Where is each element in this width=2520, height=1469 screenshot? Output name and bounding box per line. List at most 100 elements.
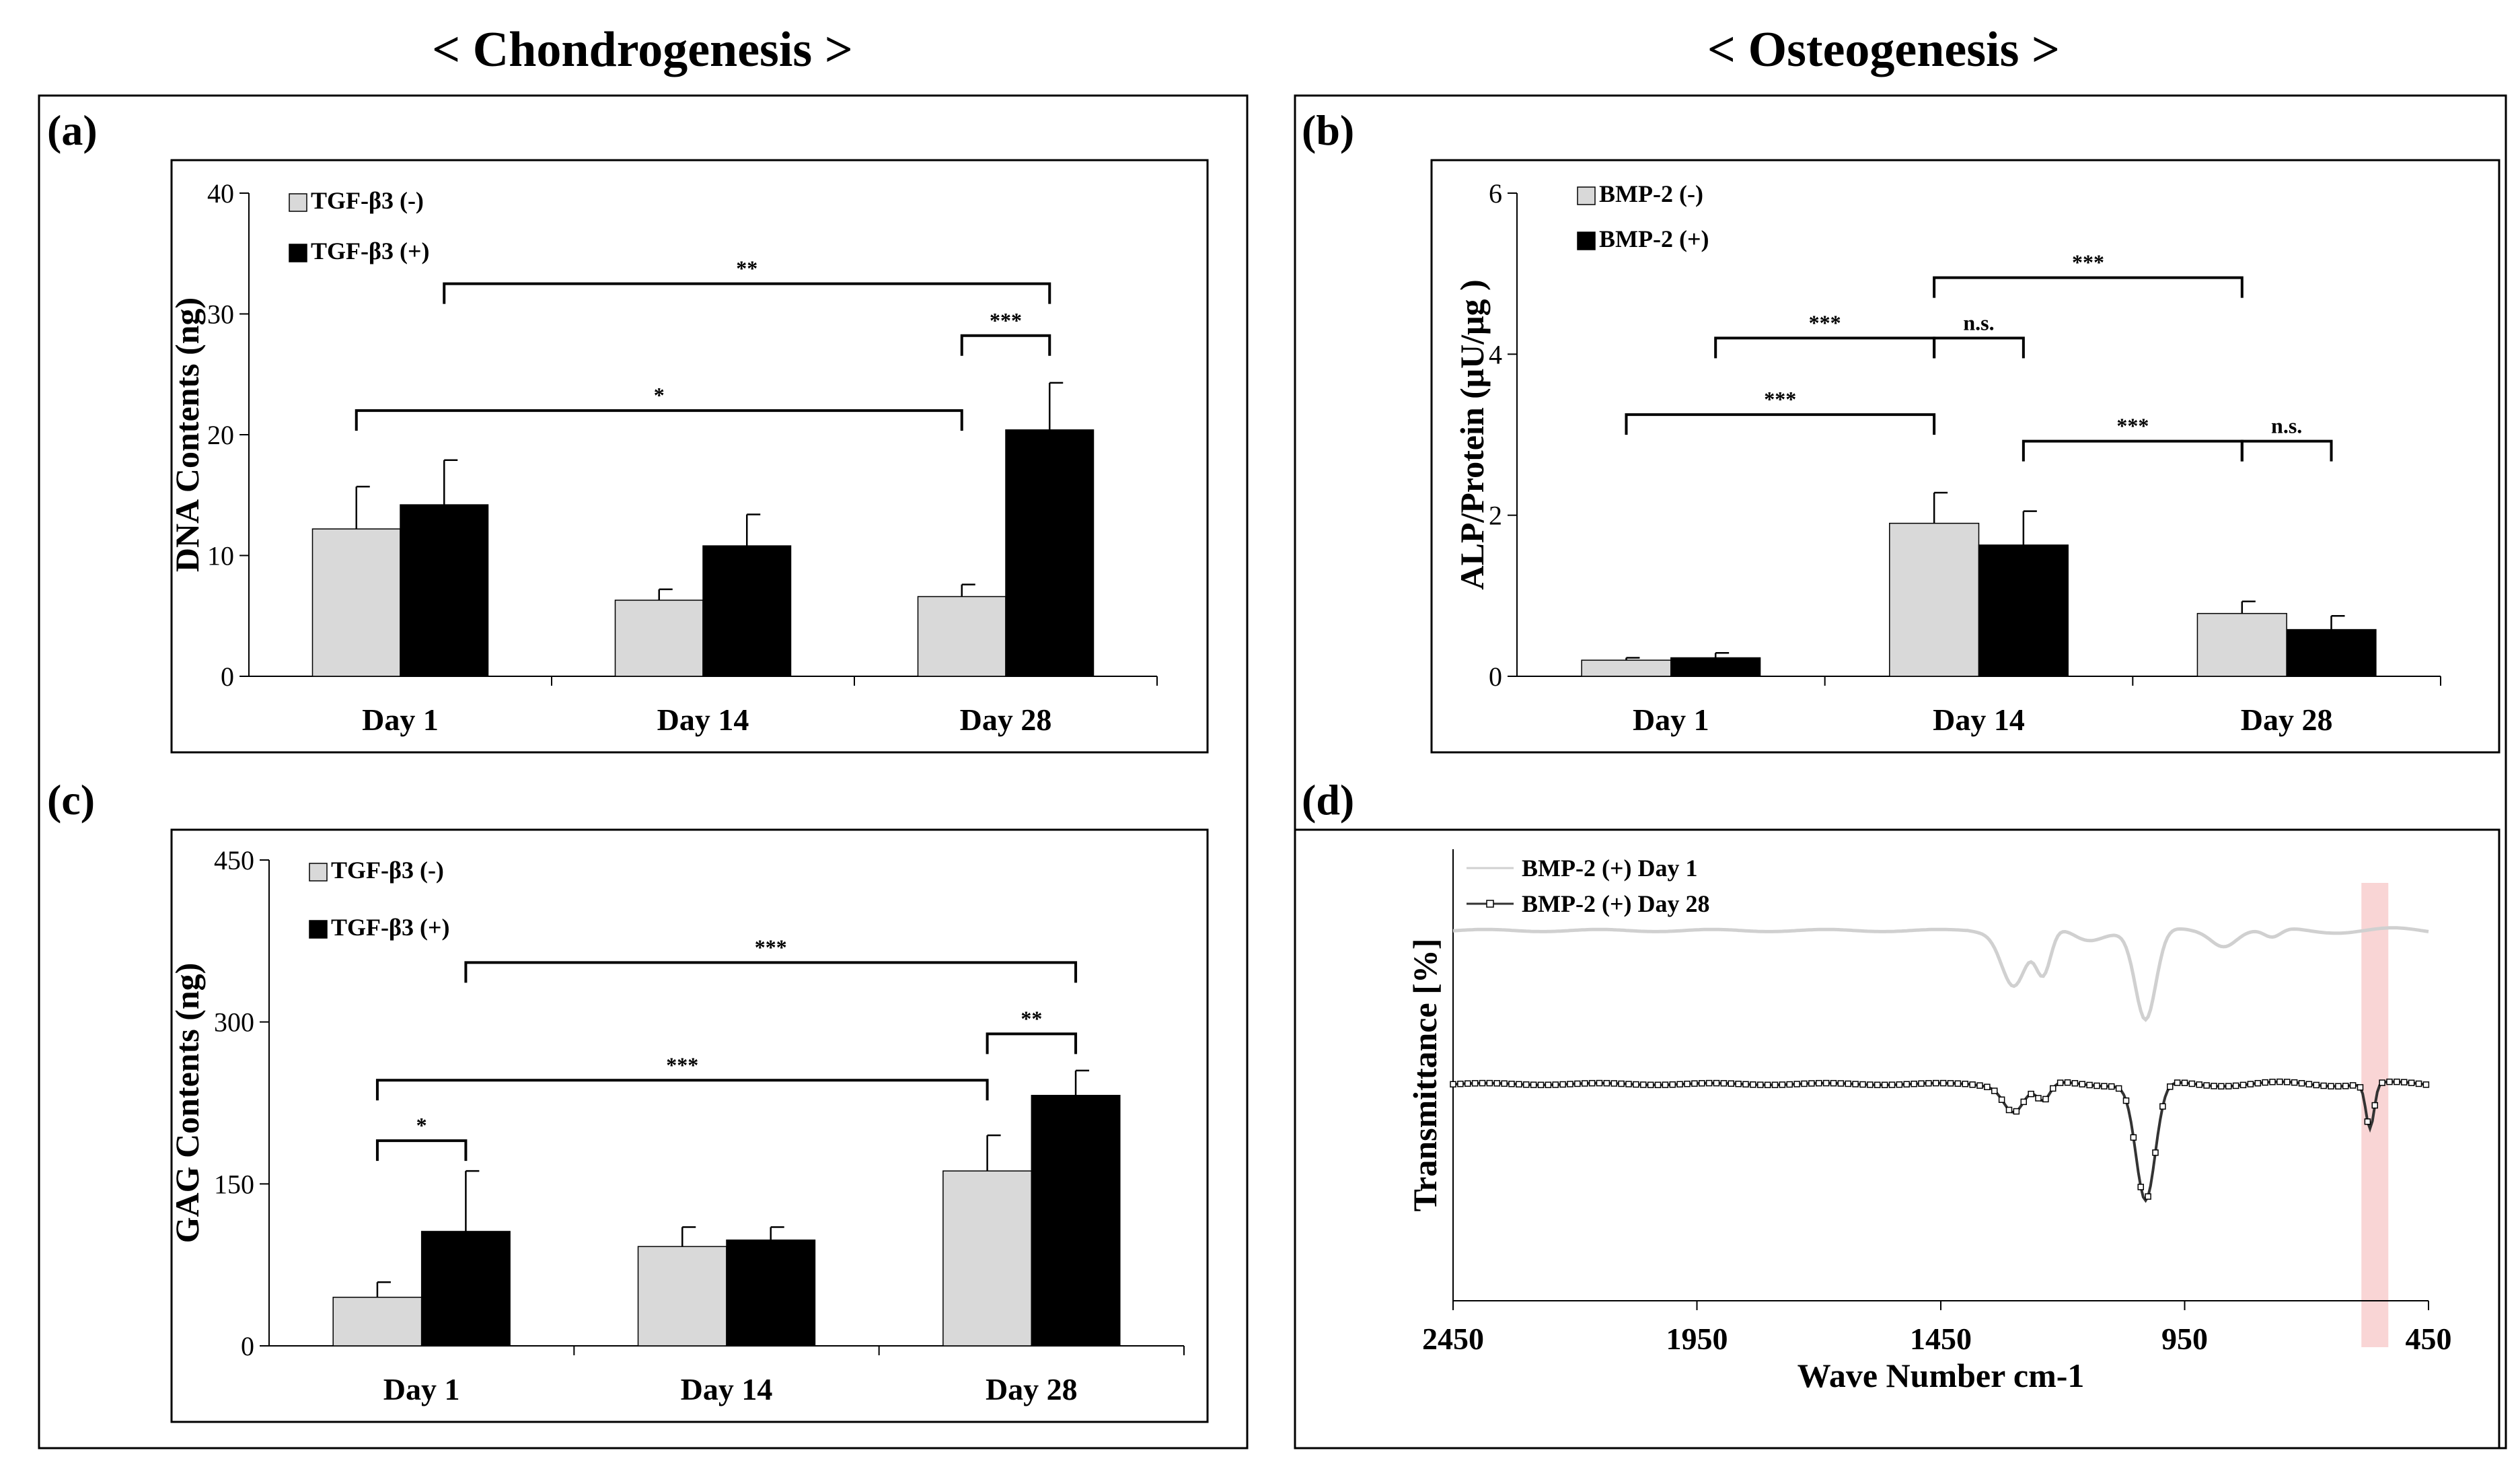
legend-label: TGF-β3 (+) xyxy=(311,238,429,264)
series-marker xyxy=(1911,1080,1917,1087)
legend-swatch xyxy=(1577,186,1596,205)
series-marker xyxy=(1479,1079,1486,1087)
series-marker xyxy=(1939,1079,1947,1087)
series-marker xyxy=(1867,1081,1874,1088)
x-category-label: Day 1 xyxy=(383,1372,460,1406)
series-marker xyxy=(2394,1078,2400,1085)
legend-label: BMP-2 (+) Day 1 xyxy=(1522,855,1697,882)
series-marker xyxy=(2284,1079,2291,1085)
series-marker xyxy=(1925,1080,1932,1087)
series-marker xyxy=(1669,1081,1676,1088)
y-tick-label: 6 xyxy=(1489,178,1502,209)
series-marker xyxy=(1699,1080,1705,1087)
y-tick-label: 0 xyxy=(221,661,234,692)
series-marker xyxy=(2145,1193,2151,1200)
x-category-label: Day 1 xyxy=(1633,703,1709,737)
series-marker xyxy=(1625,1081,1632,1087)
x-category-label: Day 28 xyxy=(960,703,1052,737)
series-marker xyxy=(1647,1081,1654,1088)
series-marker xyxy=(1962,1080,1968,1087)
legend-label: BMP-2 (+) xyxy=(1599,225,1709,252)
series-marker xyxy=(1852,1081,1859,1087)
series-marker xyxy=(2203,1082,2210,1089)
bar xyxy=(702,545,792,677)
series-marker xyxy=(2357,1084,2364,1091)
series-marker xyxy=(2415,1080,2422,1087)
series-marker xyxy=(2349,1082,2357,1089)
series-marker xyxy=(1969,1081,1976,1088)
series-marker xyxy=(1471,1080,1479,1087)
significance-bracket xyxy=(464,961,1078,983)
series-marker xyxy=(2196,1081,2202,1088)
y-tick-label: 10 xyxy=(207,541,234,571)
plot-frame xyxy=(170,828,1209,1423)
significance-label: n.s. xyxy=(1963,310,1994,334)
x-category-label: Day 28 xyxy=(986,1372,1078,1406)
series-marker xyxy=(2335,1083,2342,1090)
series-marker xyxy=(2181,1079,2188,1086)
legend-swatch xyxy=(309,920,328,939)
series-marker xyxy=(2028,1090,2034,1098)
series-marker xyxy=(1684,1080,1691,1087)
panel-d-chart: 2450 1950 1450 950 450 Wave Number cm-1 Transm… xyxy=(1294,828,2500,1449)
series-marker xyxy=(1618,1080,1625,1087)
series-marker xyxy=(1720,1080,1728,1087)
series-marker xyxy=(1822,1079,1830,1087)
series-marker xyxy=(2298,1080,2305,1087)
significance-label: * xyxy=(416,1113,427,1137)
series-marker xyxy=(2328,1083,2334,1089)
significance-bracket xyxy=(986,1032,1078,1054)
y-tick-label: 30 xyxy=(207,299,234,330)
series-marker xyxy=(2108,1083,2115,1090)
x-category-label: Day 14 xyxy=(1933,703,2025,737)
series-marker xyxy=(2276,1078,2283,1085)
legend-swatch xyxy=(1577,231,1596,250)
bar xyxy=(637,1246,727,1347)
series-line xyxy=(1452,926,2429,1022)
series-marker xyxy=(1537,1081,1545,1089)
series-marker xyxy=(1888,1081,1896,1088)
series-marker xyxy=(1588,1079,1596,1087)
series-marker xyxy=(1676,1081,1683,1087)
series-marker xyxy=(2218,1083,2225,1090)
series-marker xyxy=(1552,1081,1559,1088)
significance-label: *** xyxy=(1809,310,1841,334)
series-marker xyxy=(1837,1080,1845,1087)
series-marker xyxy=(1903,1081,1910,1087)
series-marker xyxy=(2211,1083,2217,1089)
series-marker xyxy=(1954,1080,1962,1087)
bar xyxy=(1031,1095,1121,1347)
x-category-label: Day 14 xyxy=(657,703,749,737)
legend-label: TGF-β3 (+) xyxy=(331,914,449,941)
series-marker xyxy=(2167,1083,2174,1090)
series-marker xyxy=(1516,1081,1522,1088)
y-tick-label: 0 xyxy=(241,1331,254,1361)
x-tick-label: 450 xyxy=(2406,1322,2452,1356)
series-marker xyxy=(1933,1079,1939,1087)
legend-label: BMP-2 (-) xyxy=(1599,180,1703,207)
series-marker xyxy=(2020,1098,2027,1106)
bar xyxy=(2196,612,2287,677)
significance-label: *** xyxy=(1764,387,1796,411)
series-marker xyxy=(2174,1079,2181,1086)
y-tick-label: 450 xyxy=(214,845,254,875)
significance-label: *** xyxy=(2072,250,2104,275)
series-marker xyxy=(1654,1081,1662,1089)
series-marker xyxy=(2291,1079,2298,1086)
significance-bracket xyxy=(375,1139,468,1161)
legend-marker xyxy=(1486,900,1494,908)
series-marker xyxy=(2305,1081,2313,1087)
series-marker xyxy=(1465,1080,1471,1087)
legend-swatch xyxy=(289,244,307,262)
significance-label: ** xyxy=(1021,1006,1042,1030)
series-marker xyxy=(1757,1081,1764,1088)
series-marker xyxy=(1713,1079,1720,1087)
significance-bracket xyxy=(375,1079,989,1101)
significance-label: *** xyxy=(755,935,787,959)
legend-label: BMP-2 (+) Day 28 xyxy=(1522,890,1709,917)
panel-b-label: (b) xyxy=(1302,106,1354,154)
series-marker xyxy=(1545,1081,1552,1088)
series-marker xyxy=(1486,1079,1493,1087)
significance-label: *** xyxy=(990,308,1022,332)
